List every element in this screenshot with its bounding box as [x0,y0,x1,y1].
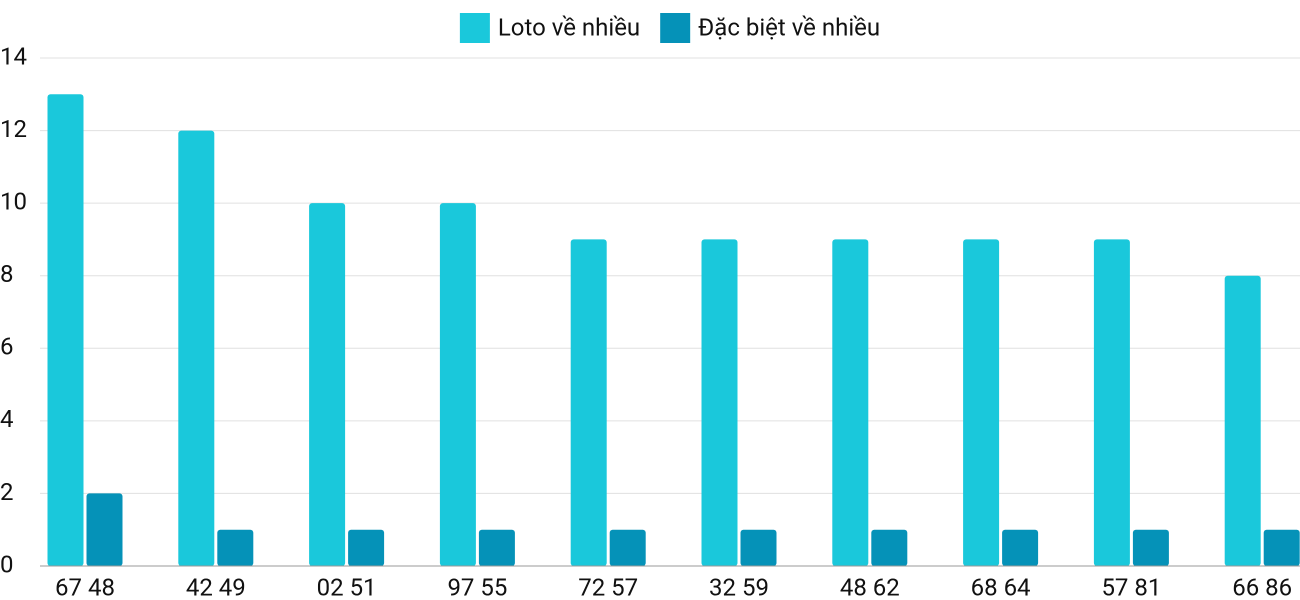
bar [478,529,515,566]
bar [439,203,476,566]
bar [963,239,1000,566]
legend-swatch [660,13,691,43]
y-tick-label: 12 [0,115,27,143]
x-tick-label: 57 81 [1101,573,1161,600]
y-tick-label: 10 [0,187,27,215]
legend-swatch [459,13,490,43]
bar [1224,275,1261,566]
legend-label: Đặc biệt về nhiều [698,13,880,41]
bar [1263,529,1300,566]
x-tick-label: 67 48 [55,573,115,600]
x-tick-label: 02 51 [317,573,377,600]
x-tick-label: 42 49 [186,573,246,600]
bar [47,94,84,567]
bar [86,493,123,566]
y-tick-label: 0 [0,550,14,578]
bar [348,529,385,566]
bar [178,130,215,567]
bar [832,239,869,566]
y-tick-label: 8 [0,260,14,288]
x-tick-label: 48 62 [840,573,900,600]
bar [701,239,738,566]
bar [1132,529,1169,566]
x-tick-label: 68 64 [971,573,1031,600]
legend-label: Loto về nhiều [498,13,640,41]
y-tick-label: 6 [0,333,14,361]
x-tick-label: 32 59 [709,573,769,600]
x-tick-label: 66 86 [1232,573,1292,600]
bar [309,203,346,566]
bar [217,529,254,566]
y-tick-label: 14 [0,42,27,70]
bar [740,529,777,566]
x-tick-label: 97 55 [447,573,507,600]
bar [609,529,646,566]
bar [1002,529,1039,566]
x-tick-label: 72 57 [578,573,638,600]
bar [871,529,908,566]
y-tick-label: 2 [0,478,14,506]
bar [570,239,607,566]
y-tick-label: 4 [0,405,14,433]
bar [1093,239,1130,566]
